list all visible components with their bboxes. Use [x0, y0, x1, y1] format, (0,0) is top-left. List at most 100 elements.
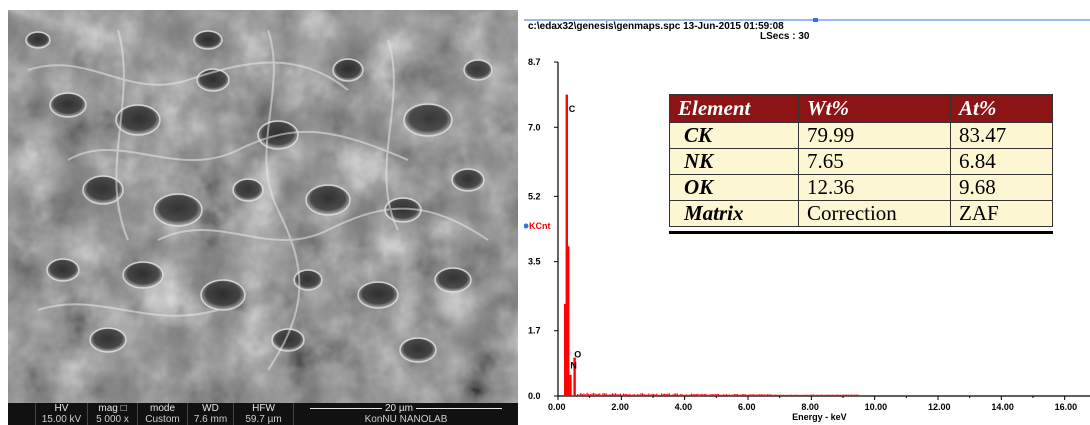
eds-y-tick-label: 0.0	[528, 391, 541, 401]
eds-continuum-bar	[724, 394, 726, 396]
sem-pore	[153, 193, 203, 227]
eds-continuum-bar	[803, 394, 805, 396]
eds-continuum-bar	[613, 393, 615, 396]
eds-continuum-bar	[698, 394, 701, 396]
sem-hv-cell: HV 15.00 kV	[36, 403, 88, 425]
sem-micrograph-image	[8, 10, 518, 403]
sem-mode-label: mode	[149, 403, 175, 414]
eds-y-tick-label: 3.5	[528, 257, 541, 267]
eds-lsecs: LSecs : 30	[760, 31, 810, 42]
eds-continuum-bar	[597, 393, 599, 396]
sem-wd-cell: WD 7.6 mm	[188, 403, 234, 425]
sem-pore	[305, 184, 351, 216]
eds-continuum-bar	[673, 393, 675, 396]
eds-continuum-bar	[697, 393, 699, 396]
element-composition-table: Element Wt% At% CK 79.99 83.47 NK 7.65 6…	[669, 94, 1053, 227]
table-cell-element: CK	[669, 122, 799, 149]
eds-peak-shoulder	[563, 303, 566, 396]
eds-continuum-bar	[600, 394, 602, 396]
eds-continuum-bar	[812, 394, 815, 396]
eds-continuum-bar	[852, 394, 854, 396]
eds-continuum-bar	[757, 394, 759, 396]
eds-continuum-bar	[676, 393, 678, 396]
eds-continuum-bar	[846, 394, 848, 396]
eds-continuum-bar	[646, 394, 648, 396]
sem-mag-value: 5 000 x	[96, 414, 129, 425]
eds-continuum-bar	[811, 394, 813, 396]
eds-continuum-bar	[768, 394, 770, 396]
table-cell-element: NK	[669, 148, 799, 175]
eds-continuum-bar	[727, 394, 729, 396]
sem-wd-label: WD	[202, 403, 219, 414]
eds-continuum-bar	[577, 394, 579, 396]
sem-pore	[463, 59, 493, 81]
eds-continuum-bar	[643, 393, 645, 396]
eds-continuum-bar	[686, 394, 688, 396]
eds-continuum-bar	[825, 394, 827, 396]
table-row: CK 79.99 83.47	[669, 122, 1053, 149]
table-cell-wt: 7.65	[798, 148, 951, 175]
eds-continuum-bar	[708, 394, 710, 396]
eds-continuum-bar	[795, 394, 797, 396]
eds-continuum-bar	[814, 394, 816, 396]
eds-continuum-bar	[605, 393, 607, 396]
eds-continuum-bar	[626, 393, 628, 396]
sem-mag-cell: mag □ 5 000 x	[88, 403, 138, 425]
eds-continuum-bar	[672, 394, 674, 396]
eds-x-tick-label: 4.00	[675, 402, 693, 412]
eds-continuum-bar	[773, 394, 775, 396]
eds-continuum-bar	[836, 394, 838, 396]
eds-continuum-bar	[831, 394, 834, 396]
table-cell-wt: Correction	[798, 200, 951, 227]
eds-continuum-bar	[843, 394, 845, 396]
eds-continuum-bar	[710, 394, 712, 396]
eds-continuum-bar	[653, 393, 655, 396]
eds-continuum-bar	[847, 394, 849, 396]
sem-pore	[357, 281, 399, 309]
eds-continuum-bar	[578, 394, 580, 396]
eds-continuum-bar	[805, 394, 807, 396]
eds-x-tick-label: 10.00	[865, 402, 888, 412]
eds-continuum-bar	[687, 394, 690, 396]
eds-continuum-bar	[683, 394, 685, 396]
eds-continuum-bar	[610, 394, 612, 396]
sem-pore	[332, 58, 364, 82]
eds-continuum-bar	[781, 394, 783, 396]
eds-continuum-bar	[588, 393, 590, 396]
table-header-cell: At%	[950, 94, 1053, 123]
table-row: OK 12.36 9.68	[669, 174, 1053, 201]
eds-continuum-bar	[735, 394, 737, 396]
eds-continuum-bar	[839, 394, 842, 396]
eds-continuum-bar	[621, 394, 623, 396]
eds-continuum-bar	[638, 394, 640, 396]
eds-x-tick-label: 16.00	[1055, 402, 1078, 412]
eds-continuum-bar	[787, 394, 789, 396]
sem-hfw-value: 59.7 µm	[245, 414, 282, 425]
sem-hv-label: HV	[54, 403, 69, 414]
eds-continuum-bar	[583, 393, 585, 396]
eds-continuum-bar	[659, 394, 661, 396]
sem-hfw-cell: HFW 59.7 µm	[234, 403, 294, 425]
eds-continuum-bar	[857, 394, 859, 396]
eds-x-tick-label: 6.00	[738, 402, 756, 412]
eds-continuum-bar	[798, 394, 800, 396]
eds-continuum-bar	[748, 394, 750, 396]
eds-continuum-bar	[630, 394, 633, 396]
eds-continuum-bar	[706, 394, 709, 396]
eds-continuum-bar	[657, 394, 659, 396]
eds-continuum-bar	[827, 394, 829, 396]
eds-continuum-bar	[596, 394, 598, 396]
eds-continuum-bar	[808, 394, 810, 396]
sem-micrograph-panel: HV 15.00 kV mag □ 5 000 x mode Custom WD…	[8, 10, 518, 425]
table-cell-at: 9.68	[950, 174, 1053, 201]
eds-continuum-bar	[665, 393, 667, 396]
eds-y-axis-label: KCnt	[529, 221, 551, 231]
eds-spectrum-chart: 8.7 7.0 5.2 3.5 1.7 0.0 KCnt 0.00 2.00 4.00 6.00 8.…	[524, 18, 1090, 422]
eds-continuum-bar	[637, 394, 639, 396]
eds-continuum-bar	[732, 394, 734, 396]
eds-continuum-bar	[850, 394, 853, 396]
eds-continuum-bar	[730, 394, 732, 396]
eds-continuum-bar	[806, 394, 808, 396]
eds-peak-label-c: C	[569, 104, 576, 114]
eds-continuum-bar	[599, 393, 601, 396]
